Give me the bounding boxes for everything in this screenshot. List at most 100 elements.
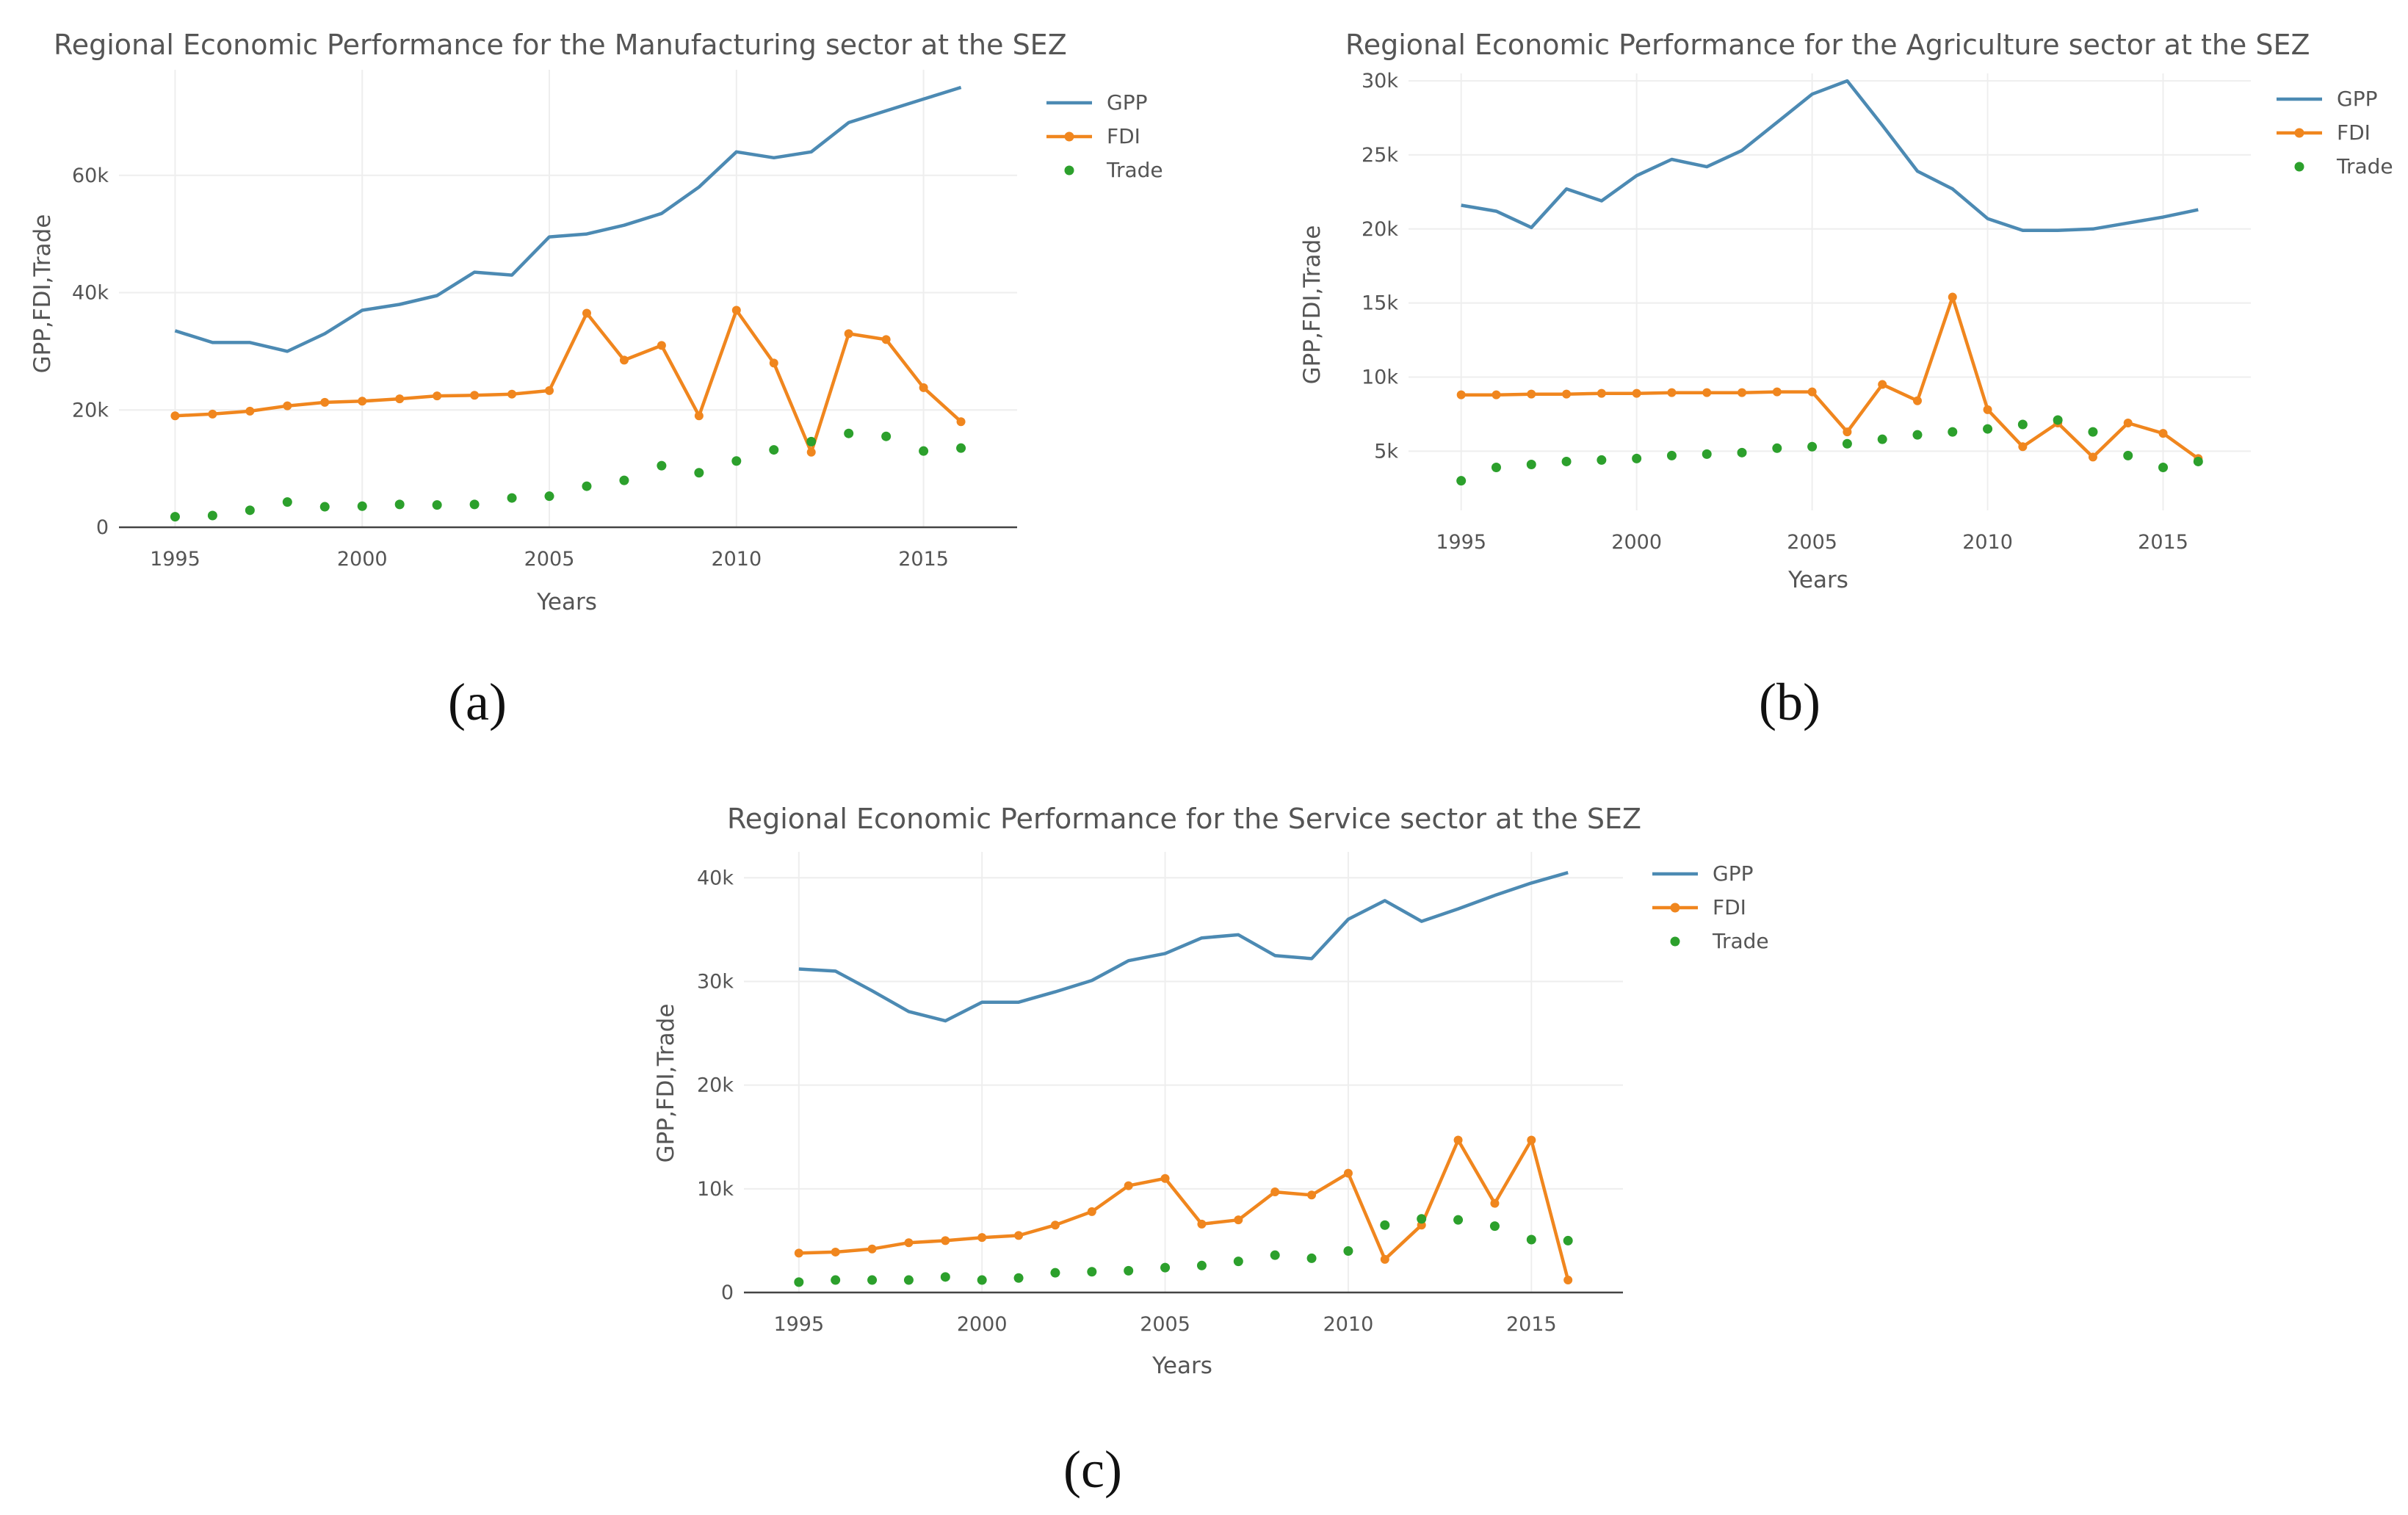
legend-marker-fdi — [2294, 128, 2304, 138]
trade-data-point — [2158, 463, 2169, 473]
x-tick-label: 2005 — [1140, 1313, 1190, 1336]
y-tick-label: 30k — [697, 970, 734, 993]
trade-data-point — [1561, 456, 1572, 466]
fdi-data-point — [1597, 388, 1606, 398]
x-tick-label: 2010 — [1323, 1313, 1374, 1336]
trade-data-point — [977, 1275, 987, 1285]
legend-label-fdi: FDI — [2337, 120, 2371, 145]
trade-data-point — [1491, 463, 1501, 473]
trade-data-point — [1632, 453, 1642, 463]
trade-data-point — [394, 499, 405, 510]
y-tick-label: 20k — [72, 399, 109, 422]
trade-data-point — [867, 1275, 878, 1285]
fdi-data-point — [919, 383, 928, 392]
trade-data-point — [1270, 1250, 1280, 1260]
gpp-series-line — [1461, 79, 2199, 233]
trade-data-point — [903, 1275, 914, 1285]
legend-label-trade: Trade — [1712, 929, 1769, 953]
series-layer — [794, 871, 1573, 1287]
fdi-data-point — [1380, 1254, 1389, 1264]
y-axis-title: GPP,FDI,Trade — [653, 1004, 679, 1163]
trade-data-point — [1702, 449, 1712, 459]
trade-data-point — [1877, 434, 1887, 444]
y-axis-title: GPP,FDI,Trade — [29, 214, 56, 374]
chart-title: Regional Economic Performance for the Ag… — [1345, 29, 2310, 61]
trade-data-point — [956, 443, 966, 453]
x-tick-labels: 1995 2000 2005 2010 2015 — [1436, 531, 2188, 554]
fdi-data-point — [582, 308, 591, 318]
chart-manufacturing: Regional Economic Performance for the Ma… — [29, 29, 1163, 731]
fdi-data-point — [1014, 1231, 1024, 1240]
fdi-data-point — [1878, 380, 1887, 389]
trade-data-point — [844, 428, 854, 438]
trade-data-point — [1124, 1265, 1134, 1276]
trade-data-point — [357, 501, 367, 511]
chart-title: Regional Economic Performance for the Ma… — [54, 29, 1067, 61]
legend-label-gpp: GPP — [1107, 90, 1147, 115]
trade-data-point — [2088, 427, 2098, 437]
x-tick-label: 2015 — [1506, 1313, 1557, 1336]
fdi-data-point — [320, 397, 330, 407]
fdi-data-point — [470, 391, 480, 400]
series-layer — [1456, 79, 2203, 486]
y-tick-label: 20k — [1362, 218, 1398, 241]
trade-data-point — [731, 456, 742, 466]
x-tick-label: 2015 — [2138, 531, 2188, 554]
fdi-data-point — [657, 341, 666, 350]
x-tick-label: 2000 — [957, 1313, 1008, 1336]
fdi-series-line — [175, 308, 963, 455]
fdi-data-point — [1702, 388, 1712, 397]
fdi-data-point — [208, 409, 217, 419]
legend-label-fdi: FDI — [1107, 124, 1140, 148]
trade-data-point — [1417, 1214, 1427, 1224]
gridlines — [1409, 73, 2251, 510]
y-tick-labels: 0 10k 20k 30k 40k — [697, 867, 734, 1304]
trade-data-point — [207, 510, 217, 521]
legend-marker-trade — [1670, 936, 1680, 947]
fdi-data-point — [2018, 442, 2028, 452]
trade-data-point — [469, 499, 480, 510]
fdi-data-point — [867, 1244, 877, 1254]
fdi-data-point — [1050, 1221, 1060, 1230]
y-tick-label: 15k — [1362, 292, 1398, 315]
fdi-data-point — [2123, 419, 2133, 427]
trade-data-point — [1050, 1268, 1060, 1278]
y-tick-label: 60k — [72, 164, 109, 187]
trade-data-point — [1087, 1267, 1097, 1277]
trade-data-point — [582, 481, 592, 491]
fdi-data-point — [977, 1233, 987, 1243]
trade-data-point — [2017, 419, 2028, 430]
panel-label: (b) — [1759, 673, 1821, 731]
trade-data-point — [544, 491, 554, 502]
trade-data-point — [1233, 1257, 1243, 1267]
fdi-data-point — [1124, 1181, 1133, 1190]
x-tick-label: 2010 — [711, 548, 762, 571]
trade-data-point — [170, 512, 180, 522]
legend-marker-trade — [1064, 165, 1074, 176]
trade-data-point — [881, 431, 892, 441]
y-tick-label: 10k — [697, 1178, 734, 1201]
fdi-data-point — [619, 355, 629, 365]
x-tick-labels: 1995 2000 2005 2010 2015 — [773, 1313, 1556, 1336]
trade-data-point — [1526, 459, 1536, 469]
legend-label-gpp: GPP — [2337, 87, 2377, 111]
fdi-data-point — [1527, 1135, 1536, 1145]
trade-data-point — [2053, 415, 2063, 425]
legend: GPP FDI Trade — [2277, 87, 2393, 178]
legend: GPP FDI Trade — [1652, 861, 1769, 953]
trade-data-point — [319, 502, 330, 512]
y-tick-label: 30k — [1362, 70, 1398, 93]
trade-data-point — [794, 1277, 804, 1287]
x-tick-label: 1995 — [1436, 531, 1486, 554]
trade-data-point — [1526, 1234, 1536, 1245]
fdi-data-point — [283, 401, 292, 411]
trade-data-point — [831, 1275, 841, 1285]
trade-data-point — [2193, 456, 2203, 466]
trade-data-point — [1842, 438, 1852, 449]
x-tick-label: 2005 — [524, 548, 575, 571]
y-tick-label: 40k — [72, 282, 109, 305]
fdi-data-point — [1307, 1190, 1317, 1200]
x-tick-label: 2015 — [898, 548, 949, 571]
fdi-data-point — [1270, 1187, 1280, 1197]
trade-data-point — [1983, 424, 1993, 434]
